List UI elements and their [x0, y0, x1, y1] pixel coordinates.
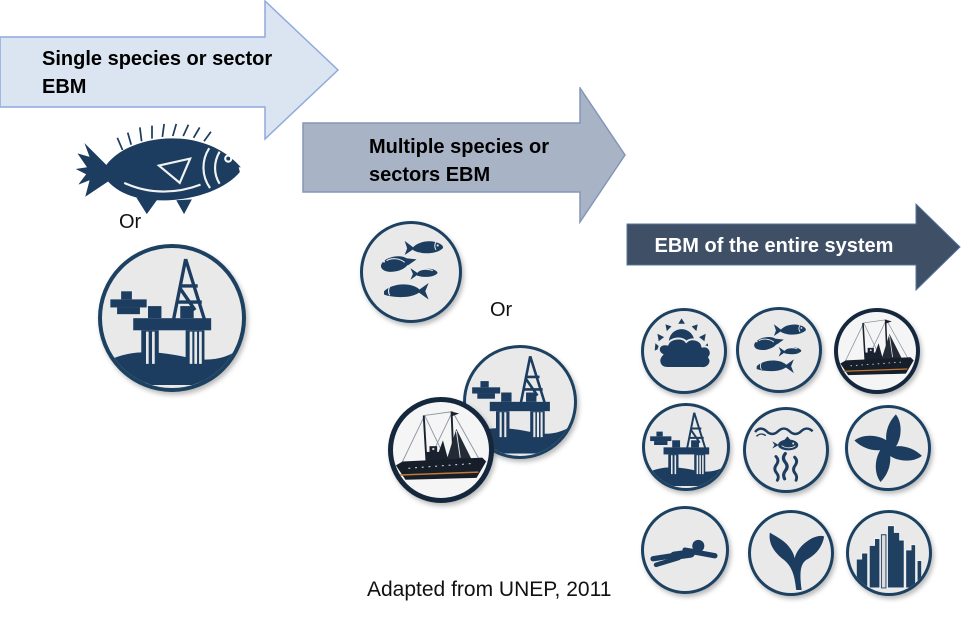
fishing-boat-icon — [393, 402, 489, 498]
city-skyline-circle — [846, 510, 932, 596]
stage2-arrow — [302, 87, 626, 224]
stage3-arrow — [626, 203, 961, 292]
whale-tail-circle — [748, 510, 834, 596]
oil-platform-circle-grid — [642, 403, 730, 491]
stage1-arrow-label: Single species or sector EBM — [42, 45, 272, 101]
swimmer-circle — [641, 506, 729, 594]
weather-icon — [650, 317, 717, 384]
weather-circle — [641, 308, 727, 394]
fish-school-circle-grid — [736, 307, 822, 393]
whale-tail-icon — [752, 514, 830, 592]
swimmer-icon — [647, 512, 722, 587]
fishing-boat-circle-stage2 — [388, 397, 494, 503]
stage1-label-line2: EBM — [42, 76, 87, 98]
or-label-1: Or — [119, 211, 142, 233]
oil-platform-icon — [647, 408, 726, 487]
oil-platform-icon — [105, 251, 239, 385]
underwater-habitat-circle — [743, 407, 829, 493]
fish-school-icon — [745, 316, 814, 385]
underwater-habitat-icon — [750, 414, 822, 486]
wind-turbine-icon — [849, 409, 927, 487]
or-label-2: Or — [490, 299, 513, 321]
fish-school-icon — [370, 231, 453, 314]
stage1-label-line1: Single species or sector — [42, 48, 273, 70]
oil-platform-circle-stage1 — [98, 244, 246, 392]
stage2-label-line2: sectors EBM — [369, 164, 491, 186]
source-caption: Adapted from UNEP, 2011 — [367, 578, 612, 601]
stage2-label-line1: Multiple species or — [369, 136, 550, 158]
fish-school-circle-stage2 — [360, 221, 462, 323]
stage2-arrow-label: Multiple species or sectors EBM — [369, 133, 549, 189]
city-skyline-icon — [851, 515, 927, 591]
single-fish-icon — [75, 123, 252, 215]
wind-turbine-circle — [845, 405, 931, 491]
stage1-arrow — [0, 0, 340, 141]
fishing-boat-icon — [838, 312, 916, 390]
stage3-arrow-label: EBM of the entire system — [654, 235, 894, 257]
fishing-boat-circle-grid — [834, 308, 920, 394]
